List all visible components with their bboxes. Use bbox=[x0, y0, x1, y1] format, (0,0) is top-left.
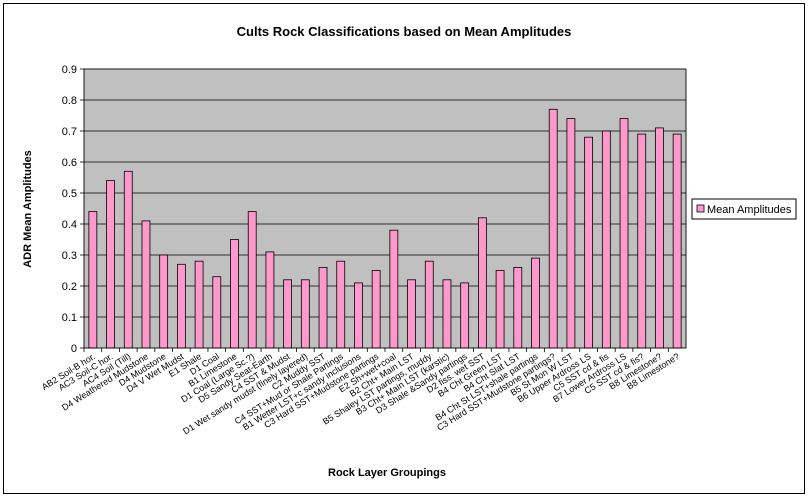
x-axis-label: Rock Layer Groupings bbox=[328, 467, 446, 479]
bar bbox=[141, 220, 151, 349]
y-tick-label: 0.7 bbox=[62, 126, 77, 138]
legend-box bbox=[691, 198, 797, 220]
bar bbox=[88, 211, 98, 349]
bar bbox=[495, 270, 505, 349]
bar bbox=[513, 266, 523, 349]
y-tick-label: 0.1 bbox=[62, 312, 77, 324]
bar bbox=[300, 279, 310, 349]
legend: Mean Amplitudes bbox=[691, 198, 797, 220]
y-tick-labels: 0 0.1 0.2 0.3 0.4 0.5 0.6 0.7 0.8 0.9 bbox=[62, 64, 84, 355]
bar bbox=[566, 118, 576, 349]
y-tick-label: 0.8 bbox=[62, 95, 77, 107]
bar bbox=[247, 211, 257, 349]
bar bbox=[531, 257, 540, 349]
bar bbox=[424, 260, 434, 349]
legend-swatch bbox=[696, 204, 705, 213]
bar bbox=[672, 133, 682, 349]
bars bbox=[83, 68, 687, 349]
bar bbox=[584, 136, 594, 349]
x-tick-labels: AB2 Soil-B hor.AC3 Soil-C hor.AC4 Soil (… bbox=[40, 348, 681, 436]
bar bbox=[336, 260, 346, 349]
bar bbox=[106, 180, 115, 349]
bar bbox=[123, 170, 133, 349]
bar bbox=[477, 217, 487, 349]
bar bbox=[318, 266, 328, 349]
bar bbox=[601, 130, 611, 349]
bar bbox=[619, 118, 629, 349]
y-tick-label: 0.6 bbox=[62, 157, 77, 169]
bar bbox=[176, 263, 186, 349]
bar bbox=[548, 108, 558, 349]
bar bbox=[442, 279, 452, 349]
y-tick-label: 0 bbox=[71, 343, 77, 355]
bar bbox=[212, 276, 222, 349]
y-tick-label: 0.2 bbox=[62, 281, 77, 293]
legend-label: Mean Amplitudes bbox=[707, 204, 792, 216]
y-tick-label: 0.9 bbox=[62, 64, 77, 76]
bar bbox=[407, 279, 416, 349]
bar bbox=[460, 282, 470, 349]
bar bbox=[194, 260, 204, 349]
bar bbox=[159, 254, 169, 349]
y-tick-label: 0.4 bbox=[62, 219, 77, 231]
bar bbox=[655, 127, 664, 349]
y-axis-label: ADR Mean Amplitudes bbox=[22, 150, 34, 268]
bar-chart: Cults Rock Classifications based on Mean… bbox=[22, 24, 797, 479]
y-tick-label: 0.5 bbox=[62, 188, 77, 200]
bar bbox=[354, 282, 363, 349]
bar bbox=[389, 229, 399, 349]
chart-frame: Cults Rock Classifications based on Mean… bbox=[3, 3, 805, 494]
bar bbox=[637, 133, 647, 349]
bar bbox=[371, 270, 381, 349]
bar bbox=[283, 279, 293, 349]
chart-title: Cults Rock Classifications based on Mean… bbox=[237, 24, 572, 39]
bar bbox=[230, 239, 239, 349]
plot-area bbox=[83, 68, 687, 349]
y-tick-label: 0.3 bbox=[62, 250, 77, 262]
bar bbox=[265, 251, 275, 349]
